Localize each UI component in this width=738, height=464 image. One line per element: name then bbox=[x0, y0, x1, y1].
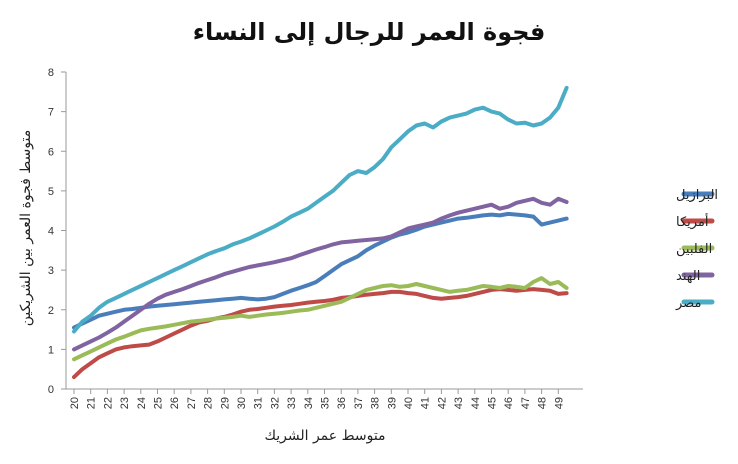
x-tick-label: 44 bbox=[470, 397, 482, 409]
x-tick-label: 37 bbox=[353, 397, 365, 409]
series-line bbox=[72, 85, 569, 334]
x-tick-label: 27 bbox=[186, 397, 198, 409]
series-lines bbox=[72, 85, 569, 380]
x-tick-label: 41 bbox=[420, 397, 432, 409]
x-tick-label: 35 bbox=[320, 397, 332, 409]
series-line bbox=[72, 287, 569, 380]
x-tick-label: 40 bbox=[403, 397, 415, 409]
x-axis-label: متوسط عمر الشريك bbox=[264, 428, 385, 444]
y-tick-label: 4 bbox=[48, 226, 54, 238]
x-tick-label: 29 bbox=[219, 397, 231, 409]
x-tick-label: 46 bbox=[503, 397, 515, 409]
x-tick-label: 43 bbox=[453, 397, 465, 409]
x-tick-label: 36 bbox=[336, 397, 348, 409]
x-tick-label: 39 bbox=[386, 397, 398, 409]
legend-label: مصر bbox=[675, 296, 701, 311]
y-tick-label: 6 bbox=[48, 146, 54, 158]
x-tick-label: 47 bbox=[520, 397, 532, 409]
legend-label: أمريكا bbox=[676, 213, 709, 230]
x-tick-label: 32 bbox=[269, 397, 281, 409]
x-tick-label: 38 bbox=[370, 397, 382, 409]
x-tick-label: 31 bbox=[253, 397, 265, 409]
y-tick-label: 5 bbox=[48, 186, 54, 198]
x-tick-label: 45 bbox=[487, 397, 499, 409]
series-line bbox=[72, 276, 569, 362]
y-tick-label: 2 bbox=[48, 305, 54, 317]
x-tick-label: 26 bbox=[169, 397, 181, 409]
x-tick-label: 30 bbox=[236, 397, 248, 409]
x-tick-label: 24 bbox=[136, 397, 148, 409]
x-tick-label: 49 bbox=[553, 397, 565, 409]
legend-label: الفلبين bbox=[676, 242, 712, 257]
x-tick-label: 34 bbox=[303, 397, 315, 409]
y-tick-label: 1 bbox=[48, 344, 54, 356]
chart-title: فجوة العمر للرجال إلى النساء bbox=[193, 18, 546, 46]
y-tick-label: 7 bbox=[48, 107, 54, 119]
x-tick-label: 25 bbox=[153, 397, 165, 409]
x-tick-label: 48 bbox=[537, 397, 549, 409]
x-tick-label: 33 bbox=[286, 397, 298, 409]
legend-label: البرازيل bbox=[676, 188, 718, 203]
y-tick-label: 0 bbox=[48, 384, 54, 396]
series-line bbox=[72, 211, 569, 330]
x-tick-label: 21 bbox=[86, 397, 98, 409]
x-axis-ticks: 20 21 22 23 24 25 26 27 28 29 30 31 32 33 34 35 36 37 38 39… bbox=[69, 389, 565, 409]
y-axis-ticks: 0 1 2 3 4 5 6 7 8 bbox=[48, 67, 66, 396]
x-tick-label: 42 bbox=[436, 397, 448, 409]
series-line bbox=[72, 196, 569, 352]
x-tick-label: 28 bbox=[203, 397, 215, 409]
x-tick-label: 22 bbox=[102, 397, 114, 409]
legend-label: الهند bbox=[676, 269, 700, 284]
legend: البرازيل أمريكا الفلبين الهند مصر bbox=[675, 188, 718, 311]
y-tick-label: 3 bbox=[48, 265, 54, 277]
y-tick-label: 8 bbox=[48, 67, 54, 79]
x-tick-label: 23 bbox=[119, 397, 131, 409]
y-axis-label: متوسط فجوة العمر بين الشريكين bbox=[18, 130, 34, 326]
x-tick-label: 20 bbox=[69, 397, 81, 409]
